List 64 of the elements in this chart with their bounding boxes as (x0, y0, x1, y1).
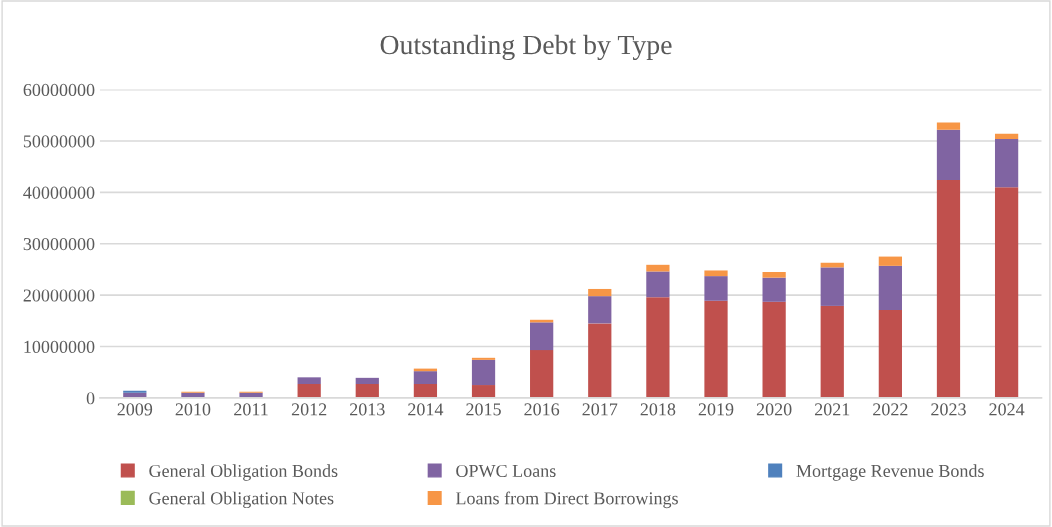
bar (471, 385, 496, 398)
bar (994, 187, 1019, 398)
bar (530, 350, 554, 398)
legend-label: General Obligation Notes (149, 491, 334, 509)
bar (471, 357, 496, 360)
legend-label: General Obligation Bonds (149, 464, 338, 481)
bar (994, 138, 1019, 188)
x-tick-label: 2023 (931, 403, 966, 416)
bar (413, 384, 438, 398)
bar (878, 310, 902, 398)
legend-label: Mortgage Revenue Bonds (796, 464, 984, 481)
bar (936, 129, 961, 181)
bar (936, 180, 961, 398)
x-tick-label: 2012 (291, 403, 327, 416)
bar (646, 297, 670, 398)
bar (704, 300, 728, 398)
bar (878, 265, 902, 311)
x-tick-label: 2019 (698, 403, 734, 416)
x-tick-label: 2024 (989, 403, 1025, 416)
x-tick-label: 2014 (408, 403, 444, 416)
y-tick-label: 60000000 (23, 83, 95, 97)
bar (297, 377, 321, 385)
bar (123, 390, 147, 393)
bar (762, 301, 786, 398)
chart-title: Outstanding Debt by Type (380, 34, 672, 61)
x-tick-label: 2011 (234, 403, 268, 416)
bar (471, 359, 496, 386)
bar (646, 264, 670, 272)
bar (994, 133, 1019, 139)
bar (297, 384, 321, 398)
x-tick-label: 2020 (756, 403, 792, 416)
y-tick-label: 10000000 (24, 340, 95, 353)
bar (820, 305, 844, 398)
y-tick-label: 40000000 (23, 186, 95, 199)
x-tick-label: 2013 (350, 403, 385, 416)
x-tick-label: 2017 (582, 403, 618, 416)
x-tick-label: 2021 (814, 403, 850, 416)
x-tick-label: 2018 (640, 403, 676, 416)
bar (530, 322, 554, 351)
y-tick-label: 20000000 (23, 289, 95, 302)
bar (704, 276, 728, 301)
bar (588, 288, 612, 297)
y-tick-label: 0 (86, 392, 95, 405)
x-tick-label: 2016 (524, 403, 560, 416)
bar (646, 271, 670, 298)
bar (355, 384, 379, 398)
x-tick-label: 2009 (117, 403, 153, 416)
bar (762, 272, 786, 278)
legend-label: OPWC Loans (456, 464, 556, 478)
y-tick-label: 30000000 (23, 237, 95, 251)
bar (762, 277, 786, 302)
bar (588, 323, 612, 398)
x-tick-label: 2015 (466, 403, 501, 416)
bar (588, 296, 612, 324)
y-tick-label: 50000000 (23, 135, 95, 148)
bar (704, 270, 728, 277)
x-tick-label: 2010 (175, 403, 211, 416)
legend-label: Loans from Direct Borrowings (455, 491, 678, 509)
bar (820, 267, 844, 306)
bar (878, 256, 902, 266)
bar (355, 377, 379, 385)
bar (936, 122, 961, 130)
x-tick-label: 2022 (873, 403, 908, 416)
bar (413, 371, 438, 385)
